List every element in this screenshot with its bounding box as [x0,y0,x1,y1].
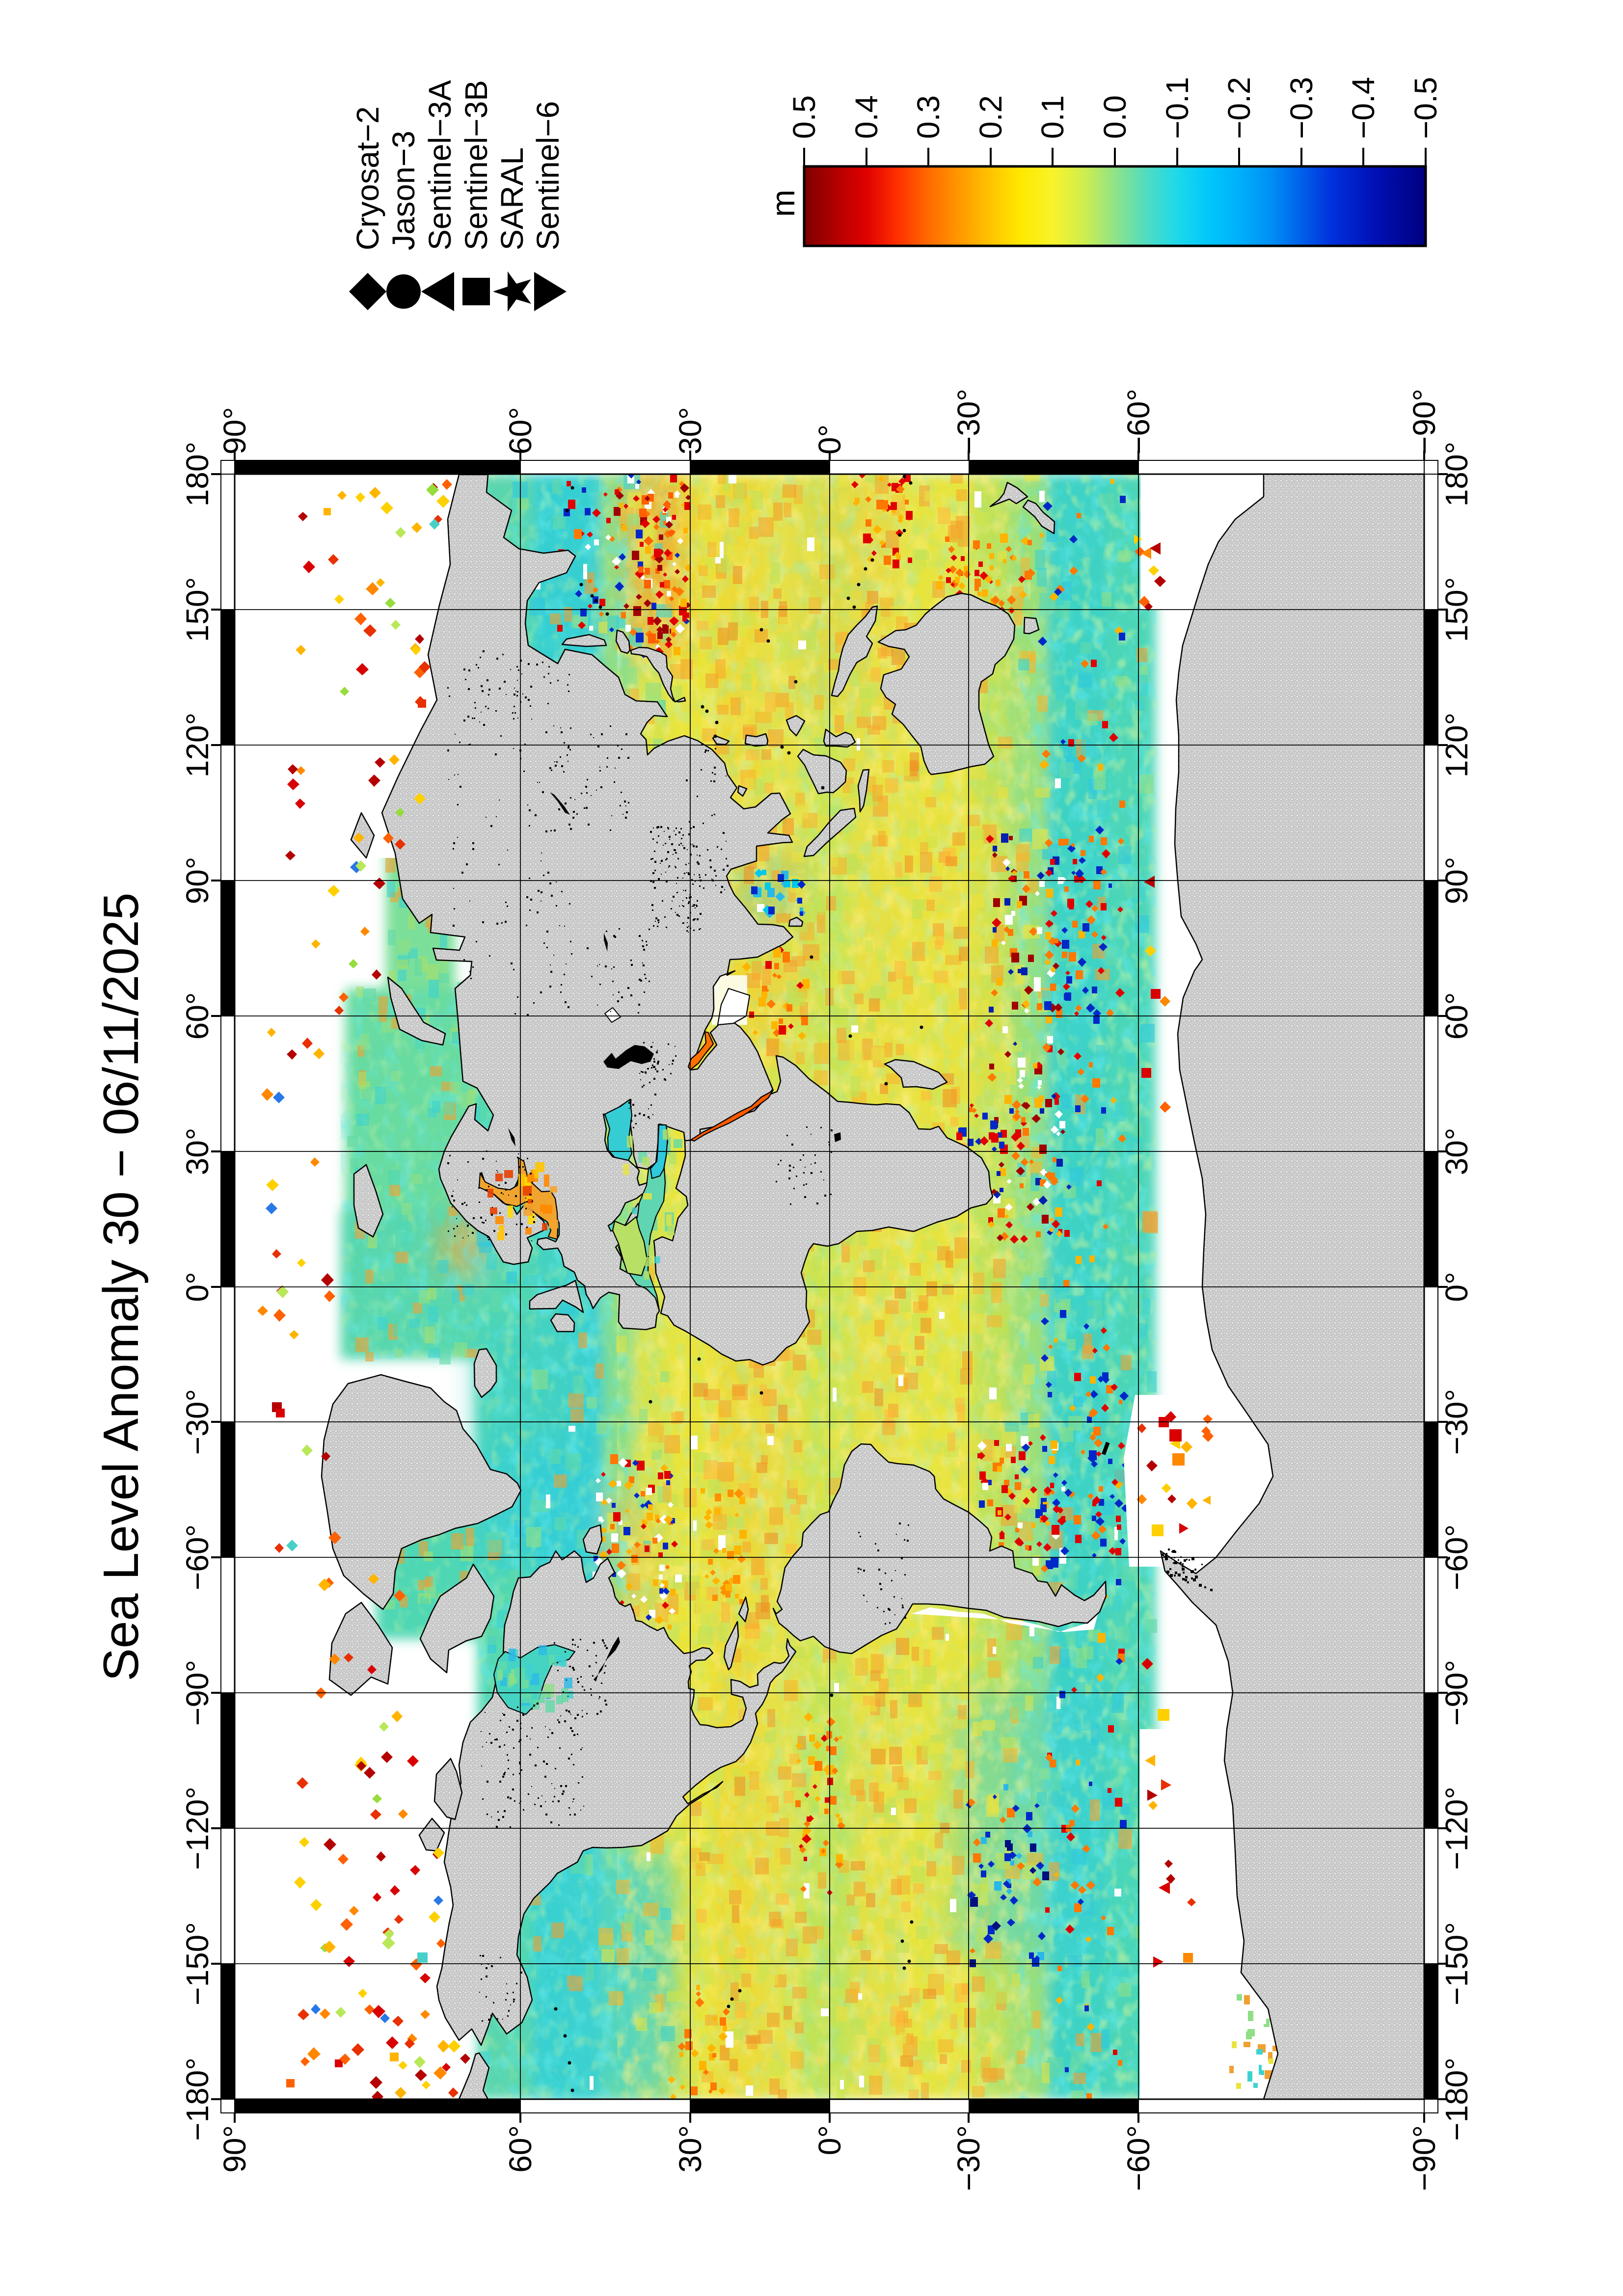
svg-text:120°: 120° [180,713,215,777]
svg-text:Sentinel−3B: Sentinel−3B [459,80,494,250]
svg-text:−30°: −30° [951,389,986,454]
svg-text:−60°: −60° [180,1524,215,1590]
svg-text:−90°: −90° [1439,1660,1474,1726]
svg-text:−120°: −120° [1439,1787,1474,1870]
svg-text:−30°: −30° [951,2125,986,2191]
svg-text:−60°: −60° [1121,2125,1156,2191]
svg-text:m: m [765,189,802,217]
svg-text:0.3: 0.3 [911,95,946,139]
svg-text:−30°: −30° [180,1389,215,1455]
svg-text:0°: 0° [1439,1272,1474,1302]
svg-text:0.0: 0.0 [1097,95,1133,139]
svg-text:−30°: −30° [1439,1389,1474,1455]
svg-text:90°: 90° [1439,857,1474,905]
svg-text:60°: 60° [180,992,215,1040]
svg-text:−180°: −180° [180,2057,215,2141]
svg-text:0.2: 0.2 [973,95,1008,139]
svg-text:0.1: 0.1 [1035,95,1070,139]
svg-text:−60°: −60° [1439,1524,1474,1590]
svg-text:30°: 30° [1439,1128,1474,1175]
svg-text:60°: 60° [503,407,538,454]
svg-text:60°: 60° [503,2125,538,2173]
svg-text:90°: 90° [217,2125,252,2173]
svg-text:Jason−3: Jason−3 [386,131,421,250]
svg-text:30°: 30° [673,2125,708,2173]
svg-text:−0.5: −0.5 [1408,77,1443,139]
svg-text:180°: 180° [1439,442,1474,507]
svg-text:0°: 0° [812,425,847,454]
svg-text:Sentinel−3A: Sentinel−3A [422,80,458,250]
svg-text:−120°: −120° [180,1787,215,1870]
svg-text:150°: 150° [180,577,215,642]
svg-text:−60°: −60° [1121,389,1156,454]
svg-text:−0.3: −0.3 [1284,77,1319,139]
svg-text:−90°: −90° [1407,2125,1442,2191]
svg-text:0°: 0° [812,2125,847,2155]
svg-text:150°: 150° [1439,577,1474,642]
svg-text:0°: 0° [180,1272,215,1302]
svg-text:0.5: 0.5 [786,95,822,139]
svg-text:Sea Level Anomaly 30 − 06/11/2: Sea Level Anomaly 30 − 06/11/2025 [94,893,149,1682]
svg-text:Cryosat−2: Cryosat−2 [350,107,385,250]
svg-text:−90°: −90° [1407,389,1442,454]
svg-text:30°: 30° [180,1128,215,1175]
svg-text:−90°: −90° [180,1660,215,1726]
svg-text:−180°: −180° [1439,2057,1474,2141]
svg-text:120°: 120° [1439,713,1474,777]
svg-text:SARAL: SARAL [494,147,530,250]
svg-text:−150°: −150° [180,1922,215,2005]
svg-text:Sentinel−6: Sentinel−6 [530,101,566,250]
svg-text:−0.2: −0.2 [1221,77,1257,139]
svg-text:0.4: 0.4 [849,95,884,139]
svg-text:90°: 90° [180,857,215,905]
svg-text:30°: 30° [673,407,708,454]
svg-text:−0.1: −0.1 [1160,77,1195,139]
svg-text:180°: 180° [180,442,215,507]
svg-text:−150°: −150° [1439,1922,1474,2005]
svg-text:−0.4: −0.4 [1346,77,1381,139]
svg-text:90°: 90° [217,407,252,454]
svg-text:60°: 60° [1439,992,1474,1040]
